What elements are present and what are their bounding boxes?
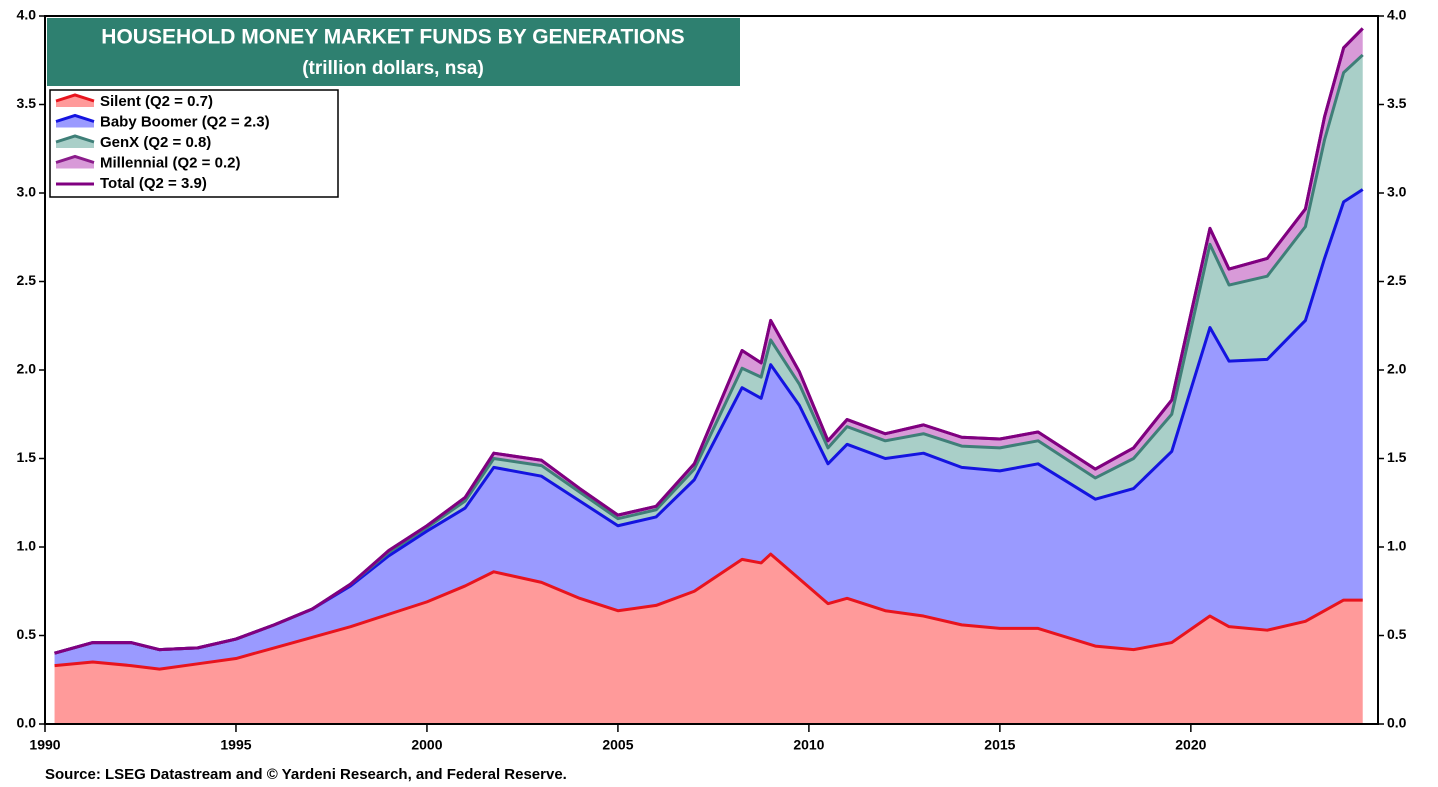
- legend-label: GenX (Q2 = 0.8): [100, 134, 211, 151]
- y2-tick-label: 3.0: [1387, 184, 1407, 200]
- x-tick-label: 2020: [1175, 737, 1206, 753]
- y2-tick-label: 4.0: [1387, 7, 1407, 23]
- y-tick-label: 4.0: [17, 7, 37, 23]
- y2-tick-label: 2.0: [1387, 361, 1407, 377]
- legend-swatch-line: [55, 113, 95, 123]
- y2-tick-label: 1.5: [1387, 449, 1407, 465]
- y-tick-label: 0.5: [17, 626, 37, 642]
- source-note: Source: LSEG Datastream and © Yardeni Re…: [45, 766, 567, 783]
- area: [54, 189, 1363, 670]
- plot-area: [54, 27, 1364, 724]
- x-tick-label: 1995: [220, 737, 251, 753]
- y-tick-label: 2.0: [17, 361, 37, 377]
- y2-tick-label: 0.0: [1387, 715, 1407, 731]
- legend-label: Total (Q2 = 3.9): [100, 175, 207, 192]
- y-tick-label: 2.5: [17, 272, 37, 288]
- legend-swatch-line: [55, 154, 95, 164]
- y-tick-label: 1.5: [17, 449, 37, 465]
- y2-tick-label: 0.5: [1387, 626, 1407, 642]
- series-line: [54, 552, 1363, 671]
- legend: Silent (Q2 = 0.7) Baby Boomer (Q2 = 2.3) G…: [49, 89, 339, 198]
- y2-tick-label: 1.0: [1387, 538, 1407, 554]
- series-line: [54, 27, 1364, 655]
- x-tick-label: 2005: [602, 737, 633, 753]
- y-tick-label: 3.0: [17, 184, 37, 200]
- y-tick-label: 1.0: [17, 538, 37, 554]
- x-tick-label: 2000: [411, 737, 442, 753]
- legend-box: [49, 89, 339, 198]
- area: [54, 554, 1363, 724]
- y-tick-label: 0.0: [17, 715, 37, 731]
- x-tick-label: 1990: [29, 737, 60, 753]
- x-tick-label: 2015: [984, 737, 1015, 753]
- legend-swatch-line: [55, 93, 95, 103]
- legend-label: Baby Boomer (Q2 = 2.3): [100, 113, 270, 130]
- legend-label: Silent (Q2 = 0.7): [100, 93, 213, 110]
- y-tick-label: 3.5: [17, 95, 37, 111]
- chart-title: HOUSEHOLD MONEY MARKET FUNDS BY GENERATI…: [101, 26, 684, 49]
- x-tick-label: 2010: [793, 737, 824, 753]
- title-box: [47, 18, 740, 86]
- y2-tick-label: 2.5: [1387, 272, 1407, 288]
- y2-tick-label: 3.5: [1387, 95, 1407, 111]
- legend-label: Millennial (Q2 = 0.2): [100, 154, 240, 171]
- chart-subtitle: (trillion dollars, nsa): [302, 58, 484, 79]
- legend-swatch-line: [55, 134, 95, 144]
